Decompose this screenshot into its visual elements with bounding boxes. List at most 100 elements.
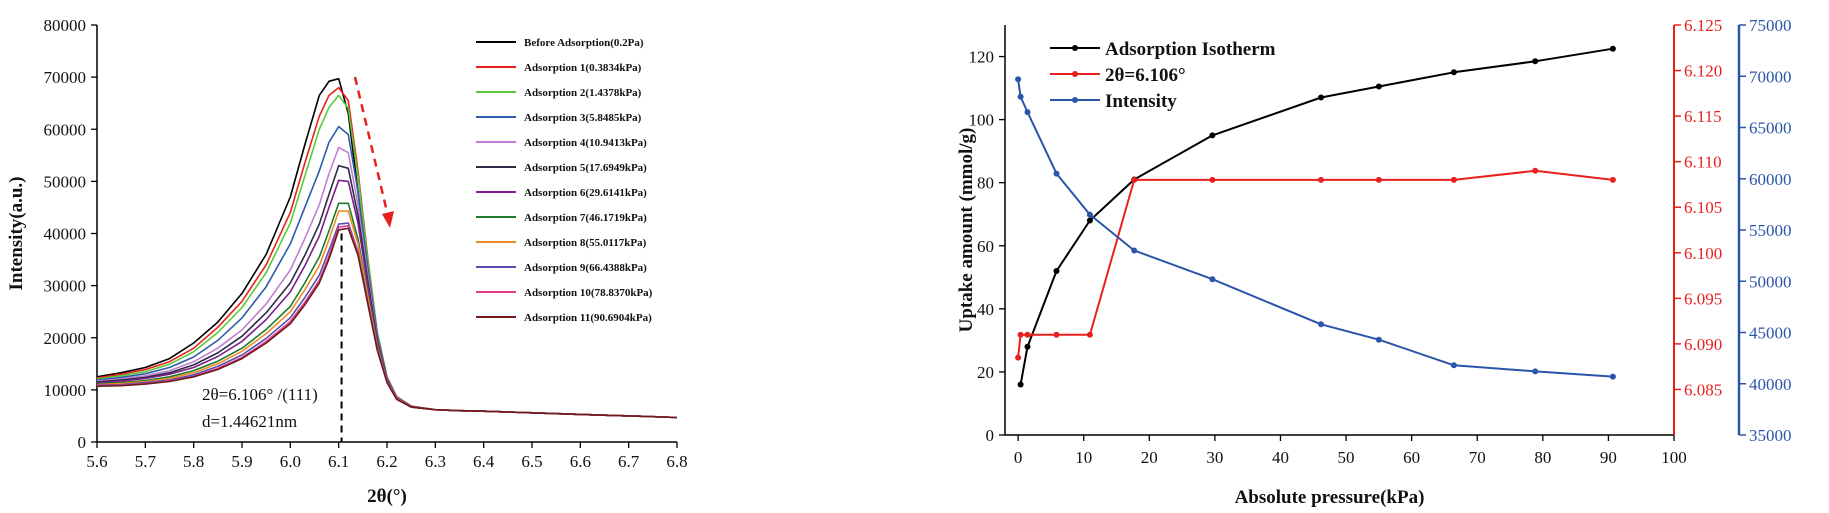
right-series: [1015, 45, 1616, 388]
isotherm-point-2: [1015, 76, 1022, 83]
right-y-axis-label: Uptake amount (mmol/g): [956, 128, 977, 333]
left-x-tick-label: 6.3: [425, 452, 446, 471]
isotherm-point-0: [1024, 343, 1031, 350]
left-y-tick-label: 40000: [44, 225, 87, 244]
left-x-tick-label: 6.4: [473, 452, 495, 471]
isotherm-point-1: [1532, 167, 1539, 174]
isotherm-point-0: [1086, 217, 1093, 224]
left-x-tick-label: 5.8: [183, 452, 204, 471]
trend-arrow-head: [382, 211, 394, 228]
right-legend-marker-0: [1072, 45, 1078, 51]
isotherm-point-2: [1609, 373, 1616, 380]
isotherm-point-2: [1209, 276, 1216, 283]
intensity-tick-label: 60000: [1749, 170, 1792, 189]
left-x-tick-label: 6.0: [280, 452, 301, 471]
left-x-tick-label: 6.5: [521, 452, 542, 471]
isotherm-point-1: [1053, 331, 1060, 338]
peak-annotation: 2θ=6.106° /(111): [202, 385, 318, 404]
isotherm-chart: 0 10 20 30 40 50 60 70 80 90 100 0 20 40 60 80 100 120 6.0…: [956, 16, 1792, 508]
left-x-tick-label: 6.7: [618, 452, 640, 471]
right-legend-label-2: Intensity: [1105, 91, 1177, 112]
legend-label-8: Adsorption 8(55.0117kPa): [524, 237, 647, 249]
intensity-tick-label: 55000: [1749, 221, 1792, 240]
isotherm-point-0: [1017, 381, 1024, 388]
isotherm-point-1: [1015, 354, 1022, 361]
isotherm-point-2: [1131, 247, 1138, 254]
isotherm-point-0: [1532, 58, 1539, 65]
right-x-tick-label: 90: [1600, 448, 1617, 467]
left-y-tick-label: 70000: [44, 68, 87, 87]
xrd-chart: 5.6 5.7 5.8 5.9 6.0 6.1 6.2 6.3 6.4 6.5 6.6 6.7 6.8 0…: [6, 16, 688, 507]
two-theta-tick-label: 6.085: [1684, 380, 1722, 399]
right-x-tick-label: 20: [1141, 448, 1158, 467]
legend-label-6: Adsorption 6(29.6141kPa): [524, 187, 647, 199]
left-x-axis-label: 2θ(°): [367, 486, 407, 507]
isotherm-point-2: [1450, 362, 1457, 369]
two-theta-tick-label: 6.110: [1684, 153, 1722, 172]
intensity-tick-label: 35000: [1749, 426, 1792, 445]
left-y-tick-label: 20000: [44, 329, 87, 348]
isotherm-point-2: [1086, 211, 1093, 218]
left-series: [96, 76, 678, 442]
legend-label-2: Adsorption 2(1.4378kPa): [524, 87, 642, 99]
uptake-tick-label: 40: [977, 300, 994, 319]
left-series-line-11: [96, 227, 678, 419]
isotherm-point-1: [1609, 176, 1616, 183]
two-theta-tick-label: 6.090: [1684, 335, 1722, 354]
left-axes: 5.6 5.7 5.8 5.9 6.0 6.1 6.2 6.3 6.4 6.5 6.6 6.7 6.8 0…: [44, 16, 688, 471]
left-x-tick-label: 6.6: [570, 452, 591, 471]
legend-label-1: Adsorption 1(0.3834kPa): [524, 62, 642, 74]
two-theta-tick-label: 6.105: [1684, 198, 1722, 217]
isotherm-point-1: [1450, 176, 1457, 183]
left-x-tick-label: 6.2: [376, 452, 397, 471]
uptake-tick-label: 20: [977, 363, 994, 382]
isotherm-point-2: [1024, 109, 1031, 116]
right-x-tick-label: 60: [1403, 448, 1420, 467]
right-x-tick-label: 10: [1075, 448, 1092, 467]
legend-label-9: Adsorption 9(66.4388kPa): [524, 262, 647, 274]
isotherm-point-0: [1053, 268, 1060, 274]
isotherm-point-1: [1024, 331, 1031, 338]
legend-label-5: Adsorption 5(17.6949kPa): [524, 162, 647, 174]
two-theta-tick-label: 6.125: [1684, 16, 1722, 35]
right-x-tick-label: 0: [1014, 448, 1023, 467]
isotherm-point-1: [1017, 331, 1024, 338]
left-y-tick-label: 10000: [44, 381, 87, 400]
legend-label-11: Adsorption 11(90.6904kPa): [524, 312, 652, 324]
intensity-tick-label: 50000: [1749, 272, 1792, 291]
right-legend-label-1: 2θ=6.106°: [1105, 65, 1186, 86]
uptake-tick-label: 120: [969, 48, 995, 67]
intensity-tick-label: 45000: [1749, 324, 1792, 343]
left-y-tick-label: 50000: [44, 172, 87, 191]
left-y-tick-label: 30000: [44, 277, 87, 296]
two-theta-tick-label: 6.120: [1684, 62, 1722, 81]
d-spacing-annotation: d=1.44621nm: [202, 412, 297, 431]
intensity-tick-label: 70000: [1749, 67, 1792, 86]
left-x-tick-label: 5.6: [86, 452, 107, 471]
left-y-tick-label: 0: [78, 433, 87, 452]
isotherm-point-1: [1375, 176, 1382, 183]
isotherm-point-1: [1086, 331, 1093, 338]
isotherm-point-0: [1450, 69, 1457, 76]
isotherm-point-1: [1131, 176, 1138, 183]
left-y-axis-label: Intensity(a.u.): [6, 176, 27, 290]
right-x-tick-label: 40: [1272, 448, 1289, 467]
left-series-line-7: [96, 202, 678, 419]
isotherm-point-2: [1017, 93, 1024, 100]
intensity-tick-label: 40000: [1749, 375, 1792, 394]
isotherm-point-0: [1609, 45, 1616, 52]
right-x-tick-label: 100: [1661, 448, 1687, 467]
isotherm-point-0: [1209, 132, 1216, 139]
legend-label-4: Adsorption 4(10.9413kPa): [524, 137, 647, 149]
right-legend-label-0: Adsorption Isotherm: [1105, 39, 1276, 60]
isotherm-point-2: [1532, 368, 1539, 375]
isotherm-point-2: [1375, 336, 1382, 343]
isotherm-point-0: [1318, 94, 1324, 101]
right-legend-marker-1: [1072, 71, 1078, 77]
legend-label-7: Adsorption 7(46.1719kPa): [524, 212, 647, 224]
uptake-tick-label: 80: [977, 174, 994, 193]
left-y-tick-label: 80000: [44, 16, 87, 35]
right-axes: 0 10 20 30 40 50 60 70 80 90 100 0 20 40 60 80 100 120 6.0…: [969, 16, 1792, 467]
left-y-tick-label: 60000: [44, 120, 87, 139]
